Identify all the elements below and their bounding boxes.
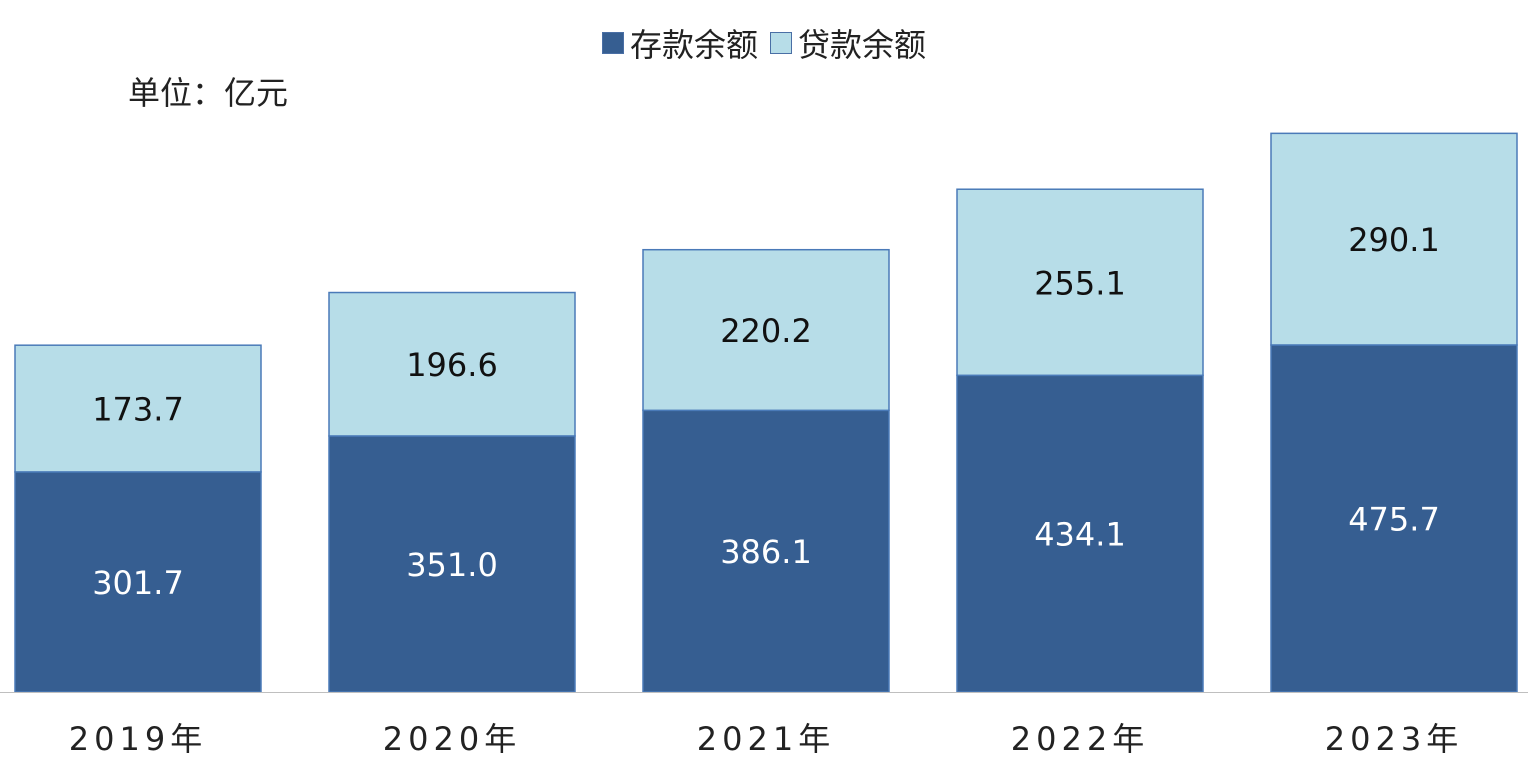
bar-loan [14, 344, 262, 473]
unit-label: 单位：亿元 [128, 74, 289, 112]
data-label-deposit: 386.1 [720, 533, 812, 571]
data-label-loan: 196.6 [406, 346, 498, 384]
data-label-deposit: 475.7 [1348, 500, 1440, 538]
x-tick-label: 2019年 [69, 720, 207, 758]
data-label-loan: 173.7 [92, 391, 184, 429]
data-label-loan: 220.2 [720, 312, 812, 350]
legend-swatch-loan [770, 32, 792, 54]
legend-swatch-deposit [601, 32, 624, 54]
bar-deposit [642, 409, 890, 693]
chart-legend: 存款余额 贷款余额 [0, 20, 1528, 66]
x-tick-label: 2021年 [697, 720, 835, 758]
bar-loan [956, 188, 1204, 377]
x-tick-label: 2023年 [1325, 720, 1463, 758]
data-label-loan: 255.1 [1034, 264, 1126, 302]
bar-loan [328, 291, 576, 437]
x-tick-label: 2020年 [383, 720, 521, 758]
bar-deposit [1270, 344, 1518, 693]
data-label-deposit: 351.0 [406, 546, 498, 584]
legend-label-deposit: 存款余额 [629, 26, 758, 64]
legend-item-loan: 贷款余额 [770, 20, 926, 66]
bar-deposit [14, 471, 262, 693]
data-label-deposit: 301.7 [92, 564, 184, 602]
bar-loan [1270, 132, 1518, 346]
legend-item-deposit: 存款余额 [601, 20, 758, 66]
legend-label-loan: 贷款余额 [798, 26, 927, 64]
bar-loan [642, 248, 890, 412]
data-label-loan: 290.1 [1348, 221, 1440, 259]
data-label-deposit: 434.1 [1034, 516, 1126, 554]
x-tick-label: 2022年 [1011, 720, 1149, 758]
bar-deposit [328, 435, 576, 693]
